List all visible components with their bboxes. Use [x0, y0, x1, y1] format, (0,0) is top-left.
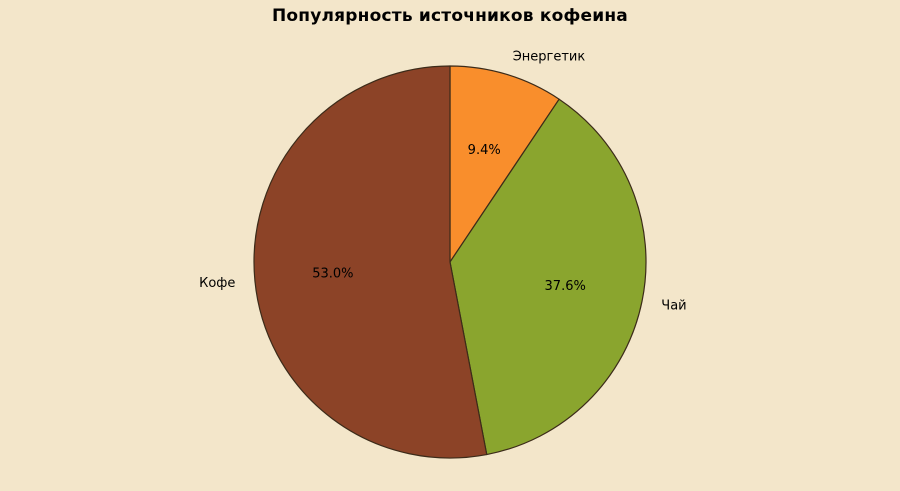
slice-percentage-2: 53.0% [312, 267, 353, 282]
pie-slice-2 [253, 65, 488, 459]
slice-percentage-1: 37.6% [545, 279, 586, 294]
slice-percentage-0: 9.4% [468, 143, 501, 158]
slice-label-1: Чай [661, 299, 686, 314]
chart-title: Популярность источников кофеина [272, 6, 628, 26]
pie-slice-1 [449, 98, 647, 456]
slice-label-0: Энергетик [513, 49, 586, 64]
slice-label-2: Кофе [199, 276, 235, 291]
pie-slice-0 [449, 65, 560, 263]
